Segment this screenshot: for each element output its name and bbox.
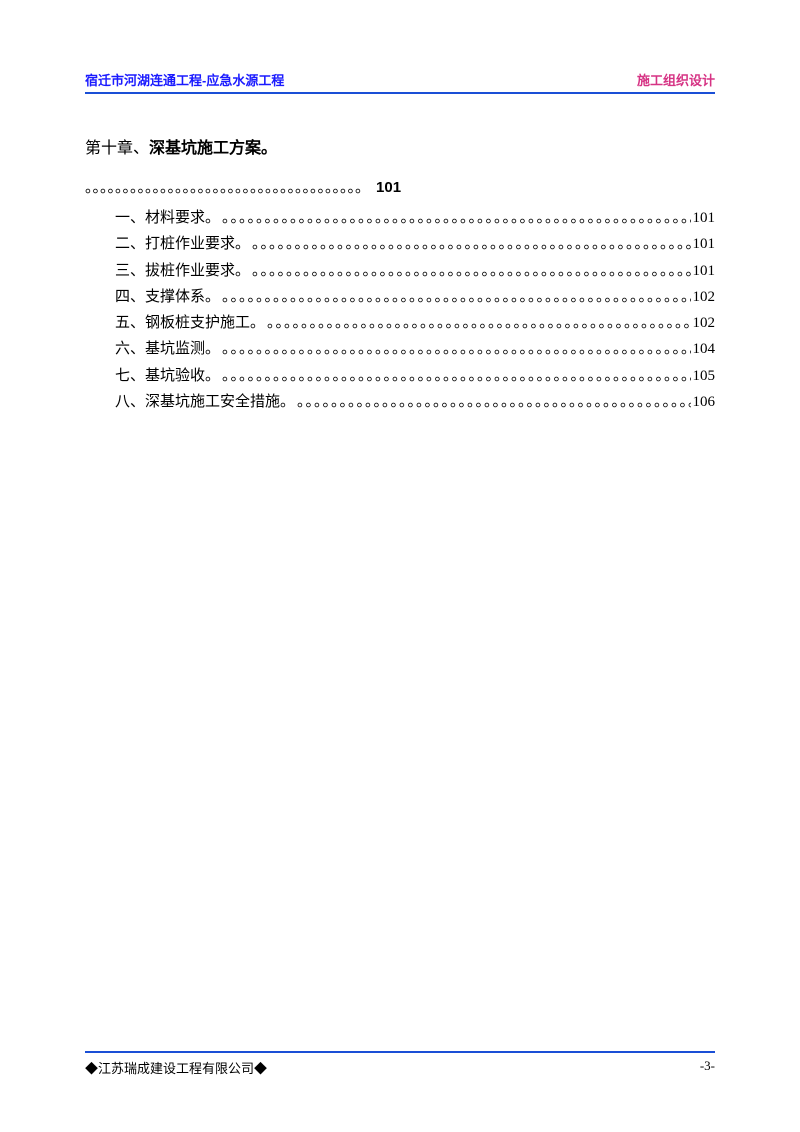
toc-item-page: 104 [693,336,716,362]
chapter-page-number: 101 [376,179,401,196]
page-footer: ◆江苏瑞成建设工程有限公司◆ -3- [85,1051,715,1077]
chapter-dotfill-row: 。。。。。。。。。。。。。。。。。。。。。。。。。。。。。。。。。。。。。 101 [85,176,715,197]
toc-item: 六、基坑监测。。。。。。。。。。。。。。。。。。。。。。。。。。。。。。。。。。… [85,336,715,362]
toc-item-dotfill: 。。。。。。。。。。。。。。。。。。。。。。。。。。。。。。。。。。。。。。。。… [252,231,690,257]
chapter-dotfill: 。。。。。。。。。。。。。。。。。。。。。。。。。。。。。。。。。。。。。 [85,180,370,196]
toc-item-dotfill: 。。。。。。。。。。。。。。。。。。。。。。。。。。。。。。。。。。。。。。。。… [222,284,690,310]
toc-item: 三、拔桩作业要求。。。。。。。。。。。。。。。。。。。。。。。。。。。。。。。。… [85,258,715,284]
toc-item-page: 102 [693,310,716,336]
footer-row: ◆江苏瑞成建设工程有限公司◆ -3- [85,1058,715,1077]
page-header: 宿迁市河湖连通工程-应急水源工程 施工组织设计 [85,70,715,89]
toc-item: 二、打桩作业要求。。。。。。。。。。。。。。。。。。。。。。。。。。。。。。。。… [85,231,715,257]
toc-item-page: 101 [693,258,716,284]
header-rule [85,92,715,94]
toc-item-label: 五、钢板桩支护施工。 [115,310,265,336]
toc-item-dotfill: 。。。。。。。。。。。。。。。。。。。。。。。。。。。。。。。。。。。。。。。。… [222,205,690,231]
toc-item: 八、深基坑施工安全措施。。。。。。。。。。。。。。。。。。。。。。。。。。。。。… [85,389,715,415]
chapter-prefix: 第十章、 [85,140,149,157]
toc-item: 四、支撑体系。。。。。。。。。。。。。。。。。。。。。。。。。。。。。。。。。。… [85,284,715,310]
toc-item-label: 一、材料要求。 [115,205,220,231]
toc-item-label: 七、基坑验收。 [115,363,220,389]
toc-item-page: 105 [693,363,716,389]
toc-item-page: 102 [693,284,716,310]
toc-item-dotfill: 。。。。。。。。。。。。。。。。。。。。。。。。。。。。。。。。。。。。。。。。… [222,363,690,389]
footer-page-number: -3- [700,1058,715,1077]
toc-item: 一、材料要求。。。。。。。。。。。。。。。。。。。。。。。。。。。。。。。。。。… [85,205,715,231]
chapter-title: 深基坑施工方案。 [149,140,277,157]
toc-item-dotfill: 。。。。。。。。。。。。。。。。。。。。。。。。。。。。。。。。。。。。。。。。… [297,389,690,415]
toc-item-label: 二、打桩作业要求。 [115,231,250,257]
chapter-heading: 第十章、深基坑施工方案。 [85,134,715,158]
toc-item-label: 四、支撑体系。 [115,284,220,310]
toc-item-label: 八、深基坑施工安全措施。 [115,389,295,415]
footer-rule [85,1051,715,1053]
toc-item-page: 106 [693,389,716,415]
toc-item-label: 三、拔桩作业要求。 [115,258,250,284]
toc-item-label: 六、基坑监测。 [115,336,220,362]
toc-item-dotfill: 。。。。。。。。。。。。。。。。。。。。。。。。。。。。。。。。。。。。。。。。… [222,336,690,362]
toc-item: 五、钢板桩支护施工。。。。。。。。。。。。。。。。。。。。。。。。。。。。。。。… [85,310,715,336]
header-right-text: 施工组织设计 [637,70,715,89]
toc-item-page: 101 [693,231,716,257]
toc-item-dotfill: 。。。。。。。。。。。。。。。。。。。。。。。。。。。。。。。。。。。。。。。。… [267,310,690,336]
header-left-text: 宿迁市河湖连通工程-应急水源工程 [85,70,284,89]
toc-item: 七、基坑验收。。。。。。。。。。。。。。。。。。。。。。。。。。。。。。。。。。… [85,363,715,389]
footer-company: ◆江苏瑞成建设工程有限公司◆ [85,1058,267,1077]
page-container: 宿迁市河湖连通工程-应急水源工程 施工组织设计 第十章、深基坑施工方案。 。。。… [0,0,800,1132]
toc-list: 一、材料要求。。。。。。。。。。。。。。。。。。。。。。。。。。。。。。。。。。… [85,205,715,415]
toc-item-page: 101 [693,205,716,231]
toc-item-dotfill: 。。。。。。。。。。。。。。。。。。。。。。。。。。。。。。。。。。。。。。。。… [252,258,690,284]
